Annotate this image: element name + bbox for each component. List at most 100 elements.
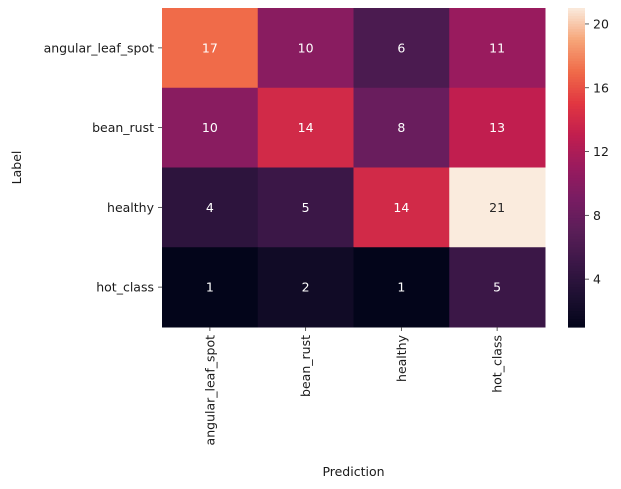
colorbar-segment [568, 63, 585, 68]
colorbar-segment [568, 172, 585, 177]
colorbar-segment [568, 239, 585, 243]
colorbar-segment [568, 324, 585, 328]
y-axis-label: Label [9, 151, 24, 185]
heatmap-cell [449, 8, 546, 89]
colorbar-segment [568, 220, 585, 224]
colorbar-segment [568, 292, 585, 296]
colorbar-segment [568, 170, 585, 174]
colorbar-segment [568, 178, 585, 182]
colorbar-segment [568, 156, 585, 161]
colorbar-segment [568, 279, 585, 283]
cells-layer [162, 8, 546, 328]
colorbar-segment [568, 247, 585, 251]
x-tick-label: bean_rust [298, 335, 313, 397]
colorbar-segment [568, 276, 585, 280]
colorbar-segment [568, 186, 585, 190]
heatmap-cell [162, 167, 259, 248]
colorbar-segment [568, 257, 585, 262]
colorbar-segment [568, 15, 585, 20]
colorbar-segment [568, 188, 585, 193]
cell-value-label: 1 [397, 280, 405, 295]
colorbar-segment [568, 305, 585, 309]
colorbar-segment [568, 55, 585, 60]
colorbar-segment [568, 39, 585, 44]
y-tick-label: bean_rust [92, 120, 154, 135]
colorbar-segment [568, 143, 585, 147]
cell-value-label: 13 [489, 120, 505, 135]
colorbar-segment [568, 319, 585, 323]
colorbar-segment [568, 218, 585, 222]
colorbar-segment [568, 175, 585, 179]
colorbar-segment [568, 207, 585, 211]
colorbar-segment [568, 210, 585, 214]
colorbar-segment [568, 148, 585, 153]
colorbar-segment [568, 8, 585, 12]
colorbar-segment [568, 255, 585, 259]
colorbar-segment [568, 29, 585, 33]
colorbar-segment [568, 42, 585, 46]
cell-value-label: 14 [393, 200, 409, 215]
colorbar-segment [568, 308, 585, 312]
cell-value-label: 11 [489, 40, 505, 55]
colorbar-segment [568, 109, 585, 113]
x-tick-label: angular_leaf_spot [202, 335, 217, 446]
cell-value-label: 10 [202, 120, 218, 135]
heatmap-cell [257, 87, 354, 168]
x-tick-label: hot_class [490, 335, 505, 393]
colorbar-segment [568, 180, 585, 185]
cell-value-label: 4 [206, 200, 214, 215]
heatmap-cell [257, 167, 354, 248]
cell-value-label: 14 [298, 120, 314, 135]
colorbar-segment [568, 241, 585, 246]
colorbar: 4 8 12 16 20 [568, 8, 609, 328]
colorbar-segment [568, 82, 585, 86]
colorbar-segment [568, 303, 585, 307]
colorbar-segment [568, 114, 585, 118]
colorbar-segment [568, 93, 585, 97]
colorbar-segment [568, 196, 585, 200]
y-tick-label: hot_class [96, 280, 154, 295]
colorbar-segment [568, 236, 585, 240]
colorbar-segment [568, 50, 585, 54]
colorbar-segment [568, 18, 585, 22]
heatmap-cell [353, 167, 450, 248]
colorbar-segment [568, 281, 585, 286]
colorbar-segment [568, 265, 585, 270]
colorbar-segment [568, 311, 585, 315]
colorbar-segment [568, 194, 585, 198]
colorbar-segment [568, 249, 585, 254]
colorbar-segment [568, 127, 585, 131]
colorbar-segment [568, 252, 585, 256]
colorbar-tick-label: 8 [593, 208, 601, 223]
colorbar-segment [568, 231, 585, 235]
colorbar-segment [568, 271, 585, 275]
cell-value-label: 5 [493, 280, 501, 295]
colorbar-segment [568, 124, 585, 129]
colorbar-segment [568, 31, 585, 36]
colorbar-segment [568, 87, 585, 92]
colorbar-segment [568, 138, 585, 142]
heatmap-cell [162, 87, 259, 168]
colorbar-segment [568, 116, 585, 121]
colorbar-segment [568, 313, 585, 317]
colorbar-segment [568, 98, 585, 102]
colorbar-segment [568, 23, 585, 28]
cell-value-label: 21 [489, 200, 505, 215]
colorbar-segment [568, 79, 585, 84]
colorbar-segment [568, 74, 585, 78]
colorbar-segment [568, 71, 585, 76]
heatmap-cell [449, 167, 546, 248]
colorbar-segment [568, 47, 585, 52]
colorbar-segment [568, 154, 585, 158]
heatmap-cell [353, 247, 450, 328]
colorbar-segment [568, 103, 585, 107]
cell-value-label: 6 [397, 40, 405, 55]
cell-value-label: 2 [302, 280, 310, 295]
colorbar-segment [568, 119, 585, 123]
colorbar-segment [568, 151, 585, 155]
colorbar-segment [568, 122, 585, 126]
colorbar-segment [568, 260, 585, 264]
